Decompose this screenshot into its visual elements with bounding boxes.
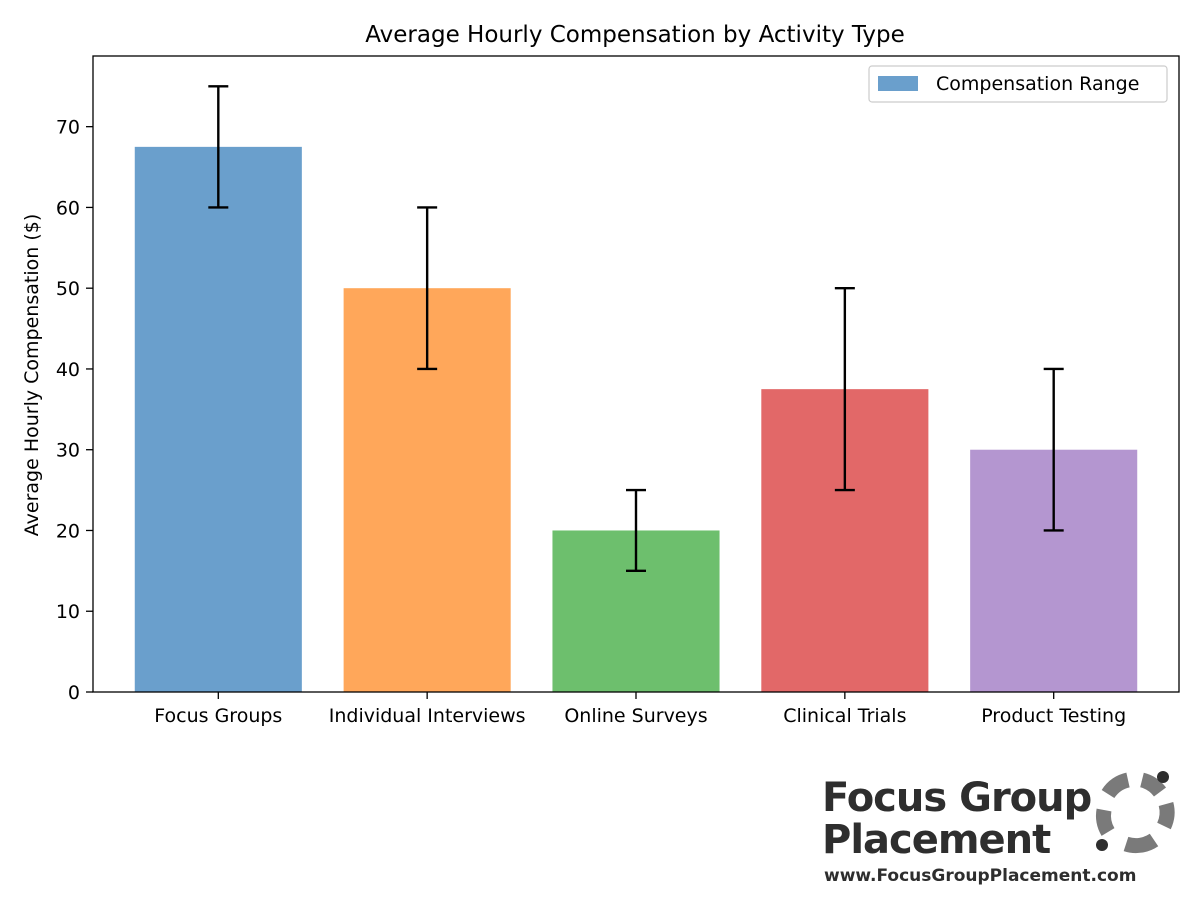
x-tick-label: Focus Groups [154, 705, 282, 727]
y-tick-label: 40 [56, 359, 80, 381]
x-tick-label: Individual Interviews [329, 705, 526, 727]
legend-swatch [878, 76, 918, 91]
x-axis-ticks: Focus Groups Individual Interviews Online … [154, 692, 1126, 727]
y-axis-label: Average Hourly Compensation ($) [21, 214, 43, 536]
legend-box [868, 65, 1168, 103]
y-tick-label: 70 [56, 117, 80, 139]
brand-url: www.FocusGroupPlacement.com [824, 866, 1137, 886]
y-tick-label: 60 [56, 197, 80, 219]
x-tick-label: Online Surveys [564, 705, 707, 727]
brand-mark-icon [1096, 771, 1175, 854]
brand-name-line2: Placement [822, 817, 1051, 863]
y-tick-label: 0 [68, 682, 80, 704]
range-bars-group [208, 85, 1064, 573]
brand-logo: Focus Group Placement www.FocusGroupPlac… [822, 768, 1182, 898]
y-tick-label: 10 [56, 601, 80, 623]
plot-frame [92, 55, 1180, 693]
y-tick-label: 20 [56, 520, 80, 542]
legend: Compensation Range [868, 65, 1168, 103]
x-tick-label: Clinical Trials [783, 705, 906, 727]
bar-focus-groups [134, 146, 302, 692]
bar-chart: Average Hourly Compensation by Activity … [21, 22, 1180, 727]
bars-group [134, 146, 1138, 692]
chart-title: Average Hourly Compensation by Activity … [365, 22, 904, 48]
y-tick-label: 50 [56, 278, 80, 300]
legend-label: Compensation Range [936, 73, 1139, 95]
brand-name-line1: Focus Group [822, 775, 1092, 821]
y-axis-ticks: 0 10 20 30 40 50 60 70 [56, 117, 93, 704]
x-tick-label: Product Testing [981, 705, 1126, 727]
y-tick-label: 30 [56, 440, 80, 462]
